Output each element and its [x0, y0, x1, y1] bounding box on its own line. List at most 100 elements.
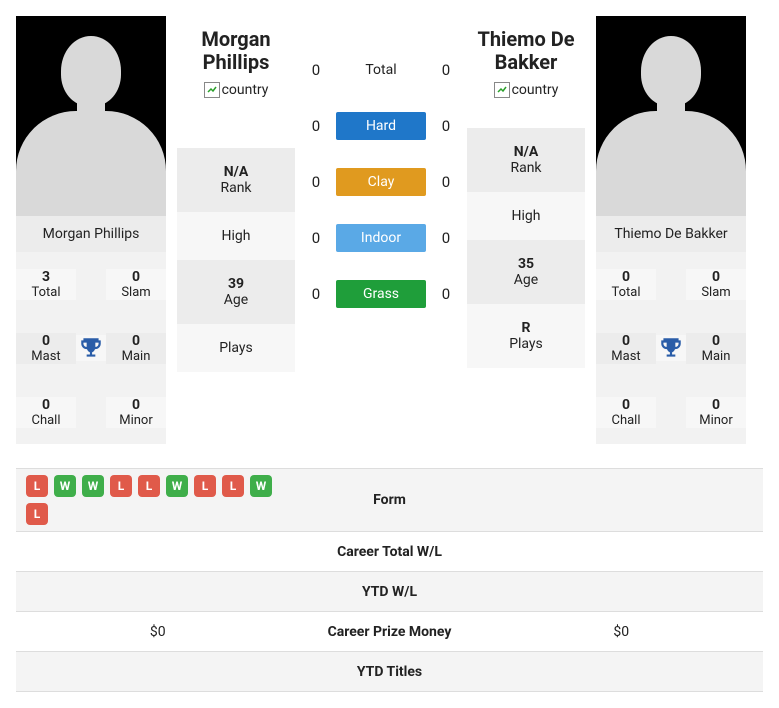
- compare-right-career-prize: $0: [480, 624, 764, 640]
- titles-slam-label: Slam: [686, 285, 746, 300]
- titles-minor-label: Minor: [106, 413, 166, 428]
- player-left-card: Morgan Phillips 3Total 0Slam 0Mast 0Main…: [16, 16, 166, 444]
- player-right-heading[interactable]: Thiemo De Bakker: [466, 28, 586, 74]
- h2h-hard-label[interactable]: Hard: [336, 112, 426, 140]
- titles-total-value: 0: [596, 269, 656, 285]
- player-right-info: N/ARank High 35Age RPlays: [467, 128, 585, 368]
- h2h-indoor-label[interactable]: Indoor: [336, 224, 426, 252]
- rank-label: Rank: [181, 180, 291, 196]
- player-right-country-flag: country: [494, 82, 559, 98]
- compare-label-ytd-wl: YTD W/L: [300, 584, 480, 600]
- compare-label-form: Form: [300, 492, 480, 508]
- h2h-grass-label[interactable]: Grass: [336, 280, 426, 308]
- titles-mast-value: 0: [16, 333, 76, 349]
- compare-label-career-wl: Career Total W/L: [300, 544, 480, 560]
- player-left-mid: Morgan Phillips country N/ARank High 39A…: [176, 16, 296, 372]
- rank-label: Rank: [471, 160, 581, 176]
- player-left-photo: [16, 16, 166, 216]
- player-left-country-flag: country: [204, 82, 269, 98]
- titles-total-label: Total: [16, 285, 76, 300]
- broken-image-icon: [494, 82, 510, 98]
- form-result[interactable]: L: [26, 475, 48, 497]
- player-right-mid: Thiemo De Bakker country N/ARank High 35…: [466, 16, 586, 368]
- titles-total-value: 3: [16, 269, 76, 285]
- titles-main-value: 0: [686, 333, 746, 349]
- titles-mast-value: 0: [596, 333, 656, 349]
- form-result[interactable]: W: [82, 475, 104, 497]
- titles-mast-label: Mast: [16, 349, 76, 364]
- compare-row-ytd-titles: YTD Titles: [16, 652, 763, 692]
- h2h-total-right: 0: [436, 61, 456, 79]
- player-right-photo: [596, 16, 746, 216]
- broken-image-icon: [204, 82, 220, 98]
- titles-minor-value: 0: [106, 397, 166, 413]
- h2h-clay-label[interactable]: Clay: [336, 168, 426, 196]
- player-left-heading[interactable]: Morgan Phillips: [176, 28, 296, 74]
- rank-value: N/A: [471, 144, 581, 160]
- titles-chall-value: 0: [16, 397, 76, 413]
- h2h-total-left: 0: [306, 61, 326, 79]
- form-strip-right: [480, 494, 764, 506]
- h2h-indoor-left: 0: [306, 229, 326, 247]
- titles-mast-label: Mast: [596, 349, 656, 364]
- player-right-titles-grid: 0Total 0Slam 0Mast 0Main 0Chall 0Minor: [596, 252, 746, 444]
- age-value: 35: [471, 256, 581, 272]
- compare-label-ytd-titles: YTD Titles: [300, 664, 480, 680]
- titles-slam-value: 0: [106, 269, 166, 285]
- player-left-name[interactable]: Morgan Phillips: [16, 216, 166, 252]
- player-right-country-alt: country: [512, 82, 559, 98]
- player-left-country-alt: country: [222, 82, 269, 98]
- compare-table: LWWLLWLLWL Form Career Total W/L YTD W/L…: [16, 468, 763, 692]
- h2h-row-clay: 0 Clay 0: [306, 168, 456, 196]
- age-value: 39: [181, 276, 291, 292]
- titles-minor-value: 0: [686, 397, 746, 413]
- player-right-card: Thiemo De Bakker 0Total 0Slam 0Mast 0Mai…: [596, 16, 746, 444]
- h2h-grass-left: 0: [306, 285, 326, 303]
- form-result[interactable]: L: [222, 475, 244, 497]
- player-right-name[interactable]: Thiemo De Bakker: [596, 216, 746, 252]
- high-label: High: [471, 208, 581, 224]
- player-left-titles-grid: 3Total 0Slam 0Mast 0Main 0Chall 0Minor: [16, 252, 166, 444]
- h2h-row-total: 0 Total 0: [306, 56, 456, 84]
- titles-main-label: Main: [106, 349, 166, 364]
- silhouette-placeholder: [31, 26, 151, 216]
- h2h-row-hard: 0 Hard 0: [306, 112, 456, 140]
- compare-row-career-wl: Career Total W/L: [16, 532, 763, 572]
- form-strip-left: LWWLLWLLWL: [16, 469, 300, 531]
- form-result[interactable]: L: [138, 475, 160, 497]
- h2h-row-grass: 0 Grass 0: [306, 280, 456, 308]
- h2h-clay-right: 0: [436, 173, 456, 191]
- plays-label: Plays: [181, 340, 291, 356]
- titles-chall-label: Chall: [596, 413, 656, 428]
- compare-row-career-prize: $0 Career Prize Money $0: [16, 612, 763, 652]
- h2h-hard-left: 0: [306, 117, 326, 135]
- titles-chall-label: Chall: [16, 413, 76, 428]
- h2h-clay-left: 0: [306, 173, 326, 191]
- form-result[interactable]: W: [54, 475, 76, 497]
- compare-label-career-prize: Career Prize Money: [300, 624, 480, 640]
- titles-main-value: 0: [106, 333, 166, 349]
- h2h-row-indoor: 0 Indoor 0: [306, 224, 456, 252]
- h2h-grass-right: 0: [436, 285, 456, 303]
- rank-value: N/A: [181, 164, 291, 180]
- trophy-icon: [76, 335, 106, 361]
- form-result[interactable]: L: [194, 475, 216, 497]
- h2h-indoor-right: 0: [436, 229, 456, 247]
- titles-minor-label: Minor: [686, 413, 746, 428]
- silhouette-placeholder: [611, 26, 731, 216]
- high-label: High: [181, 228, 291, 244]
- head-to-head-top: Morgan Phillips 3Total 0Slam 0Mast 0Main…: [16, 16, 763, 444]
- titles-chall-value: 0: [596, 397, 656, 413]
- h2h-surface-column: 0 Total 0 0 Hard 0 0 Clay 0 0 Indoor 0 0…: [306, 56, 456, 308]
- compare-left-career-prize: $0: [16, 624, 300, 640]
- form-result[interactable]: L: [26, 503, 48, 525]
- form-result[interactable]: W: [166, 475, 188, 497]
- player-left-info: N/ARank High 39Age Plays: [177, 148, 295, 372]
- form-result[interactable]: L: [110, 475, 132, 497]
- plays-value: R: [471, 320, 581, 336]
- trophy-icon: [656, 335, 686, 361]
- plays-label: Plays: [471, 336, 581, 352]
- h2h-total-label: Total: [336, 56, 426, 84]
- form-result[interactable]: W: [250, 475, 272, 497]
- age-label: Age: [471, 272, 581, 288]
